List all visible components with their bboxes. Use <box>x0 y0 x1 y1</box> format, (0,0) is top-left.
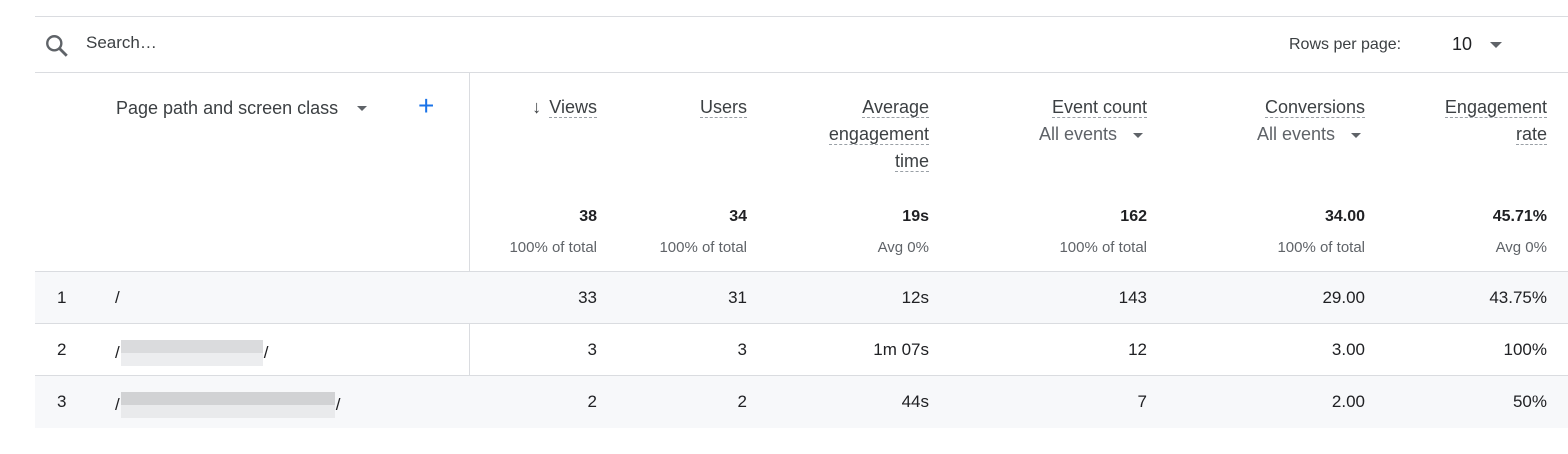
cell-event-count: 7 <box>1137 392 1147 411</box>
column-label: Engagement rate <box>1444 97 1547 145</box>
cell-engagement-rate: 100% <box>1503 340 1547 359</box>
cell-views: 2 <box>587 392 597 411</box>
cell-avg-engagement-time: 1m 07s <box>873 340 929 359</box>
column-label: Views <box>549 97 597 118</box>
total-value: 45.71% <box>1492 208 1547 225</box>
column-header-event-count[interactable]: Event count All events <box>1039 94 1147 148</box>
path-text: / <box>335 395 341 414</box>
rows-per-page-select[interactable]: 10 <box>1452 34 1503 55</box>
row-index: 1 <box>57 288 67 307</box>
column-header-views[interactable]: ↓ Views <box>532 94 597 121</box>
table-row[interactable]: 2 // 3 3 1m 07s 12 3.00 100% <box>35 323 1568 375</box>
row-index: 3 <box>57 392 67 411</box>
column-label: Users <box>699 97 747 118</box>
path-text: / <box>263 343 269 362</box>
column-header-avg-engagement-time[interactable]: Average engagement time <box>799 94 929 175</box>
cell-event-count: 143 <box>1118 288 1147 307</box>
cell-views: 33 <box>578 288 597 307</box>
column-divider <box>469 73 470 428</box>
cell-users: 31 <box>728 288 747 307</box>
cell-conversions: 2.00 <box>1331 392 1365 411</box>
redacted-text <box>120 340 263 366</box>
search-input[interactable] <box>86 33 486 53</box>
cell-users: 2 <box>737 392 747 411</box>
total-subtext: 100% of total <box>1277 239 1365 256</box>
total-value: 19s <box>902 208 929 225</box>
conversion-filter-select[interactable]: All events <box>1257 124 1365 144</box>
filter-value: All events <box>1038 124 1117 144</box>
dimension-label: Page path and screen class <box>116 98 339 118</box>
total-subtext: Avg 0% <box>877 239 929 256</box>
cell-avg-engagement-time: 44s <box>901 392 929 411</box>
column-header-users[interactable]: Users <box>699 94 747 121</box>
total-subtext: 100% of total <box>659 239 747 256</box>
column-label: Average engagement time <box>828 97 929 172</box>
search-bar <box>35 17 1568 72</box>
total-value: 38 <box>579 208 597 225</box>
column-header-engagement-rate[interactable]: Engagement rate <box>1427 94 1547 148</box>
path-text: / <box>115 395 120 414</box>
table-row[interactable]: 3 // 2 2 44s 7 2.00 50% <box>35 375 1568 428</box>
rows-per-page-value: 10 <box>1452 34 1473 54</box>
cell-event-count: 12 <box>1128 340 1147 359</box>
cell-avg-engagement-time: 12s <box>901 288 929 307</box>
total-value: 34.00 <box>1324 208 1365 225</box>
top-divider <box>35 16 1568 17</box>
page-path[interactable]: / / <box>115 392 340 418</box>
row-index: 2 <box>57 340 67 359</box>
cell-conversions: 3.00 <box>1331 340 1365 359</box>
event-filter-select[interactable]: All events <box>1039 124 1147 144</box>
cell-engagement-rate: 50% <box>1512 392 1547 411</box>
filter-value: All events <box>1256 124 1335 144</box>
chevron-down-icon <box>1351 132 1361 138</box>
table-row[interactable]: 1 / 33 31 12s 143 29.00 43.75% <box>35 271 1568 323</box>
column-label: Conversions <box>1264 97 1365 118</box>
total-subtext: 100% of total <box>1059 239 1147 256</box>
page-path[interactable]: / <box>115 288 120 308</box>
path-text: / <box>115 343 120 362</box>
search-icon[interactable] <box>44 33 70 59</box>
arrow-down-icon: ↓ <box>532 97 542 117</box>
header-divider <box>35 72 1568 73</box>
total-value: 34 <box>729 208 747 225</box>
chevron-down-icon <box>1133 132 1143 138</box>
path-text: / <box>115 288 120 307</box>
total-subtext: 100% of total <box>509 239 597 256</box>
redacted-text <box>120 392 335 418</box>
plus-icon[interactable]: + <box>418 90 435 121</box>
page-path[interactable]: / / <box>115 340 268 366</box>
chevron-down-icon <box>1490 42 1503 49</box>
chevron-down-icon <box>357 106 368 111</box>
dimension-selector[interactable]: Page path and screen class <box>116 98 368 119</box>
cell-conversions: 29.00 <box>1322 288 1365 307</box>
column-label: Event count <box>1051 97 1147 118</box>
column-header-conversions[interactable]: Conversions All events <box>1257 94 1365 148</box>
total-subtext: Avg 0% <box>1495 239 1547 256</box>
cell-users: 3 <box>737 340 747 359</box>
total-value: 162 <box>1120 208 1147 225</box>
cell-views: 3 <box>587 340 597 359</box>
cell-engagement-rate: 43.75% <box>1489 288 1547 307</box>
rows-per-page-label: Rows per page: <box>1289 36 1402 53</box>
